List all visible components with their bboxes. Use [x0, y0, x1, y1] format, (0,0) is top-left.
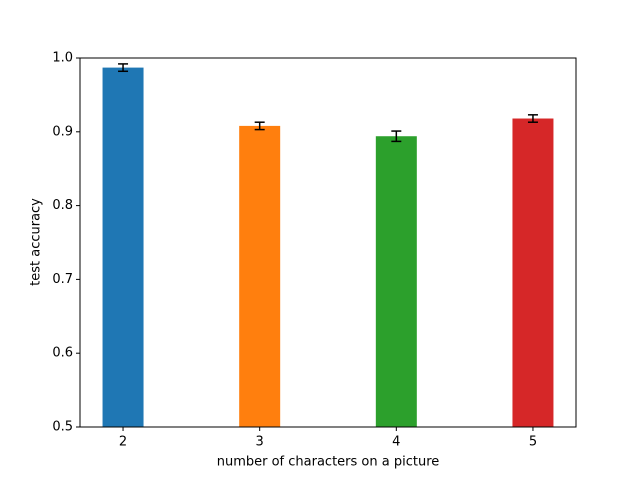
bar	[512, 118, 554, 428]
x-tick-label: 3	[256, 435, 264, 450]
x-tick-label: 5	[529, 435, 537, 450]
bar	[102, 67, 144, 428]
y-tick-label: 0.8	[52, 198, 73, 213]
y-tick-label: 1.0	[52, 51, 73, 66]
y-tick-label: 0.6	[52, 346, 73, 361]
bar	[375, 136, 417, 427]
y-axis-label: test accuracy	[29, 198, 44, 286]
y-tick-label: 0.5	[52, 420, 73, 435]
x-axis-label: number of characters on a picture	[217, 455, 440, 470]
bar	[239, 125, 281, 427]
x-tick-label: 4	[392, 435, 400, 450]
x-tick-label: 2	[119, 435, 127, 450]
y-tick-label: 0.9	[52, 124, 73, 139]
y-tick-label: 0.7	[52, 272, 73, 287]
plot-frame	[79, 57, 577, 428]
